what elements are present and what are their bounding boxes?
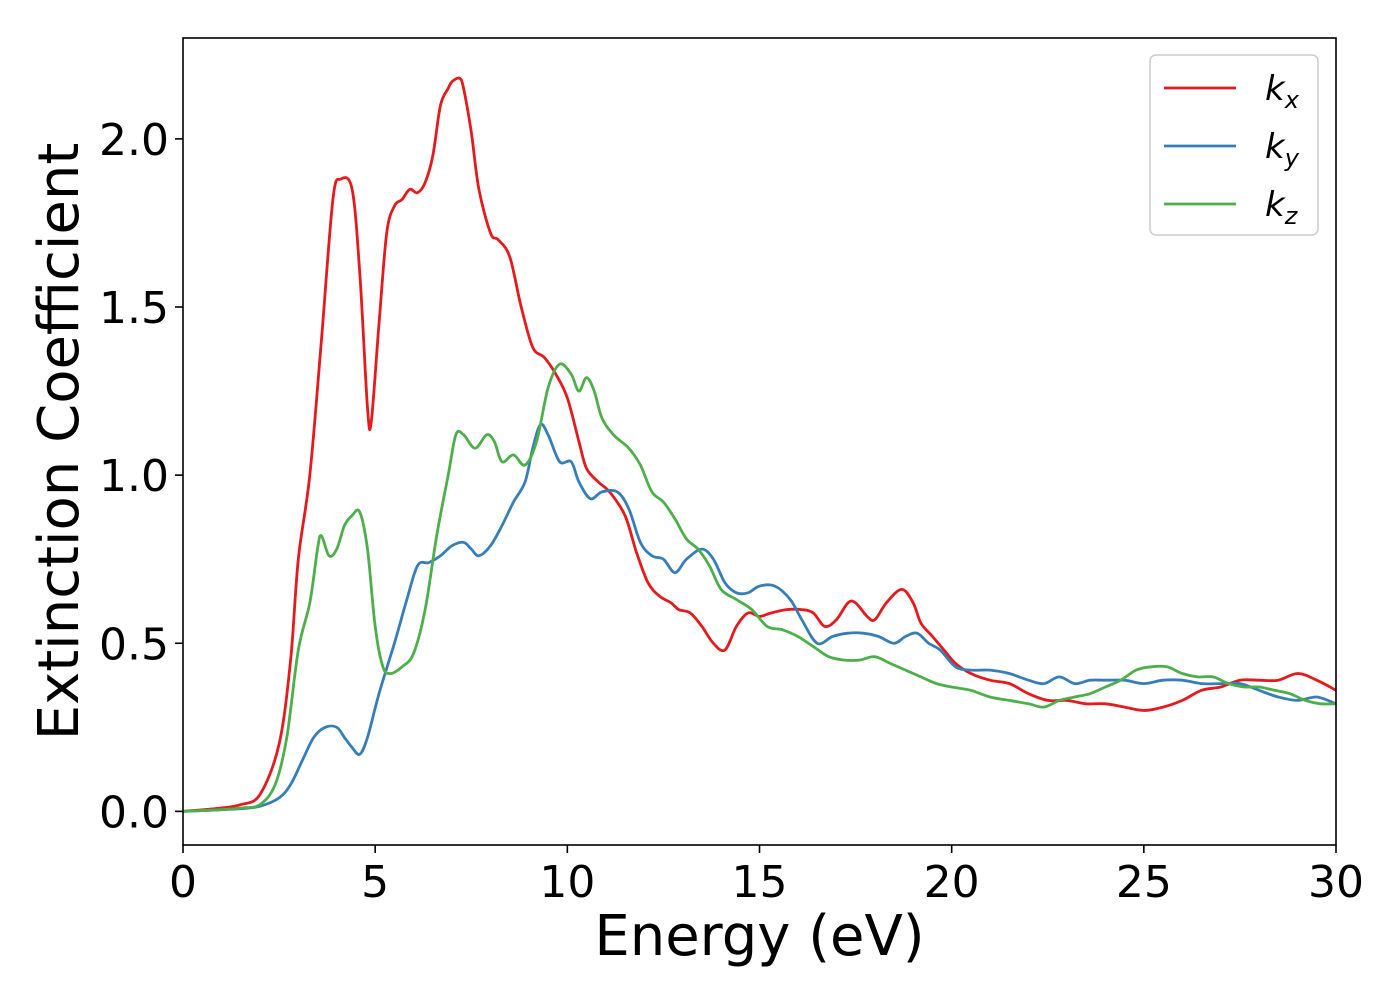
legend-label-x: kx bbox=[1265, 69, 1300, 114]
y-tick-label: 0.0 bbox=[99, 787, 169, 838]
y-tick-label: 0.5 bbox=[99, 619, 169, 670]
x-tick-label: 5 bbox=[361, 857, 389, 908]
ticks-layer: 0 5 10 15 20 25 30 0.0 0.5 1.0 1.5 2.0 bbox=[99, 115, 1364, 908]
series-layer bbox=[182, 76, 1337, 813]
y-tick-label: 1.0 bbox=[99, 451, 169, 502]
series-line-z bbox=[182, 362, 1337, 813]
y-tick-label: 1.5 bbox=[99, 283, 169, 334]
y-axis-title: Extinction Coefficient bbox=[27, 143, 92, 741]
x-tick-label: 0 bbox=[169, 857, 197, 908]
x-axis-title: Energy (eV) bbox=[594, 904, 924, 969]
y-tick-label: 2.0 bbox=[99, 115, 169, 166]
x-tick-label: 20 bbox=[924, 857, 980, 908]
x-tick-label: 25 bbox=[1116, 857, 1172, 908]
x-tick-label: 10 bbox=[539, 857, 595, 908]
x-tick-label: 30 bbox=[1308, 857, 1364, 908]
series-line-y bbox=[182, 422, 1337, 813]
x-tick-label: 15 bbox=[732, 857, 788, 908]
series-line-x bbox=[182, 76, 1337, 813]
